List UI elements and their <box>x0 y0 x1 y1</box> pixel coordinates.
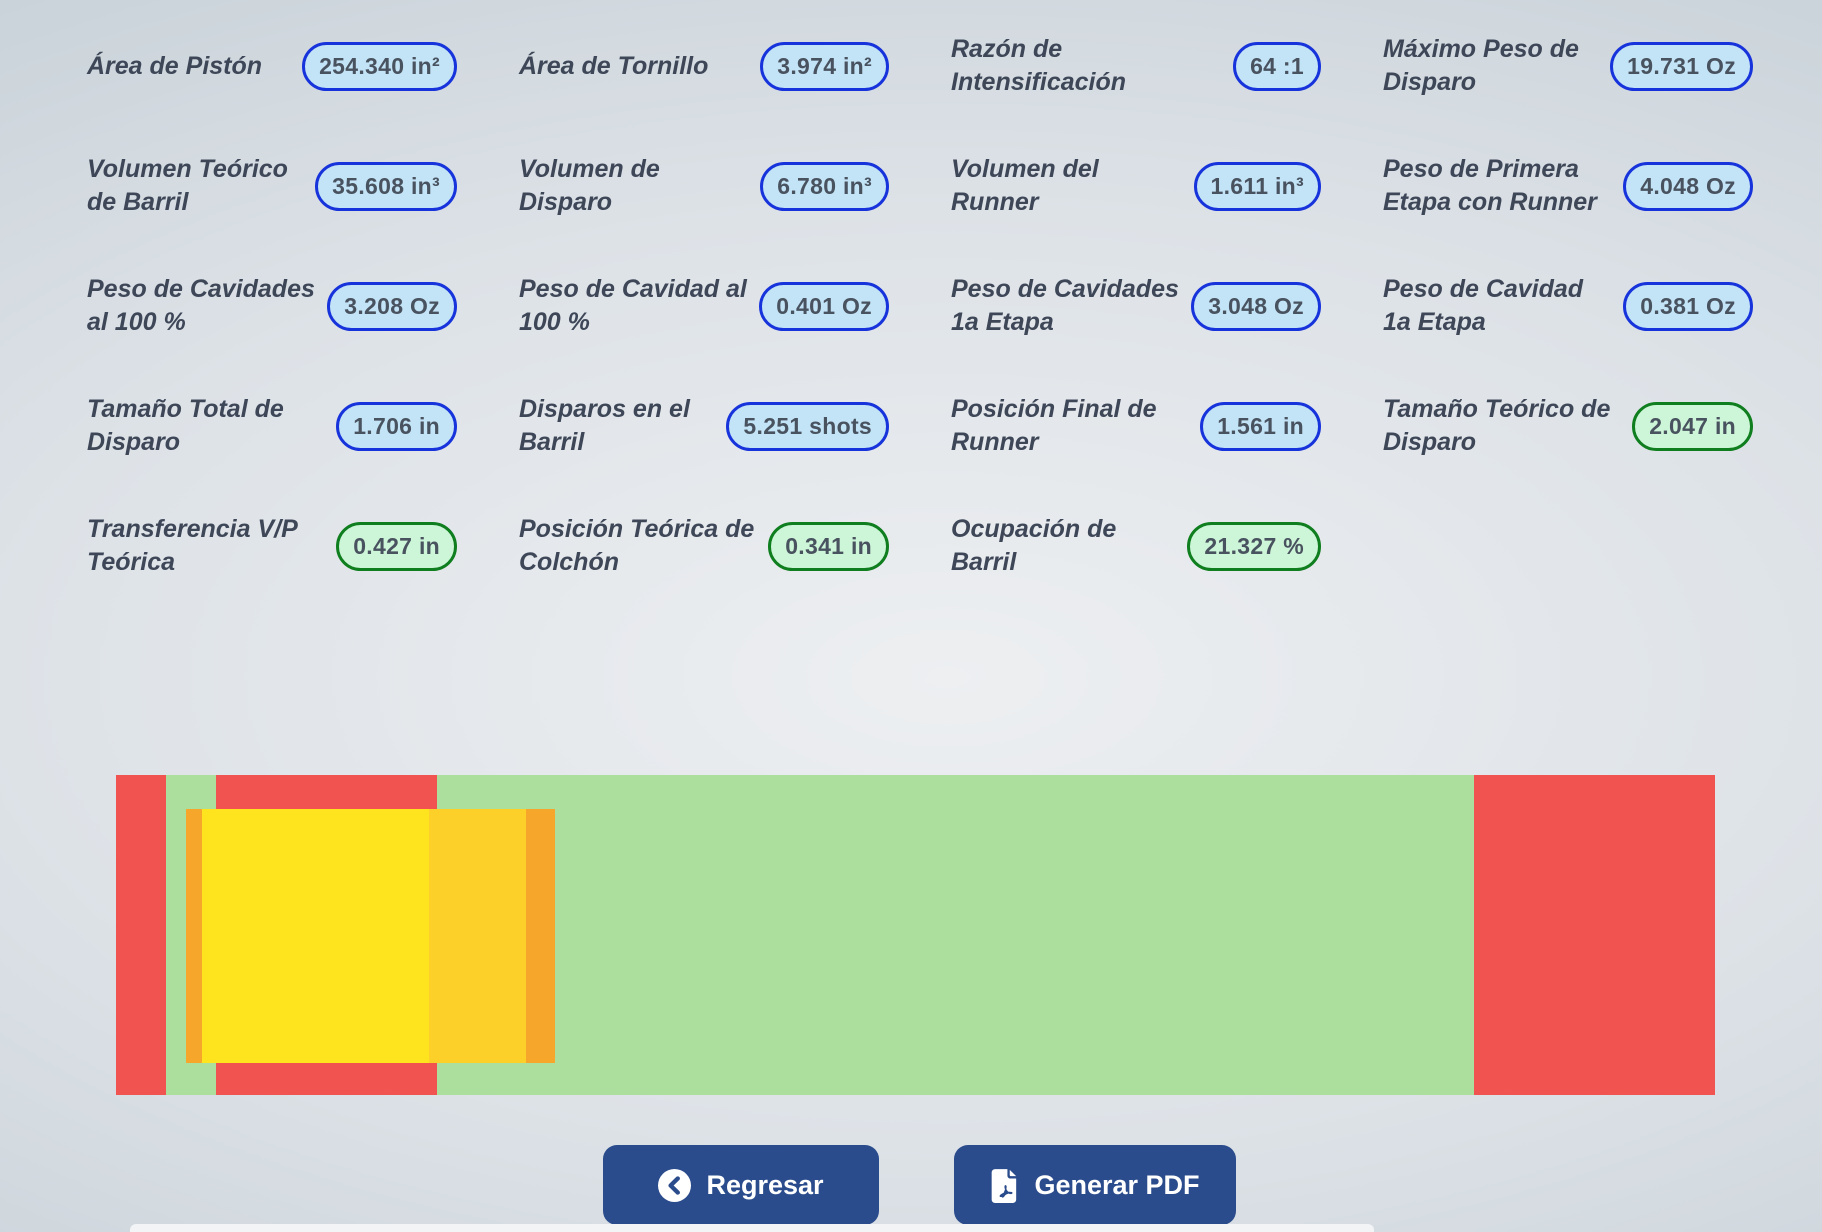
metric-value-pill: 19.731 Oz <box>1610 41 1753 91</box>
metric-volumen-del-runner: Volumen del Runner 1.611 in³ <box>951 126 1321 246</box>
metric-value-pill: 1.561 in <box>1200 401 1321 451</box>
metric-label: Volumen Teórico de Barril <box>87 155 288 216</box>
metric-value-pill: 0.341 in <box>768 521 889 571</box>
metric-value-pill: 6.780 in³ <box>760 161 889 211</box>
metric-label: Área de Pistón <box>87 51 263 80</box>
metric-label: Peso de Cavidades 1a Etapa <box>951 275 1179 336</box>
metric-value-pill: 3.974 in² <box>760 41 889 91</box>
metric-label: Peso de Cavidad 1a Etapa <box>1383 275 1584 336</box>
metric-value-pill: 3.208 Oz <box>327 281 457 331</box>
metric-value-pill: 0.401 Oz <box>759 281 889 331</box>
metric-value-pill: 0.427 in <box>336 521 457 571</box>
bar-layer-yellow-block <box>202 809 429 1063</box>
back-button[interactable]: Regresar <box>603 1145 879 1225</box>
back-button-label: Regresar <box>706 1169 824 1200</box>
generate-pdf-button-label: Generar PDF <box>1034 1169 1200 1200</box>
bar-layer-red-zone-left <box>116 775 166 1095</box>
metric-label: Área de Tornillo <box>519 51 709 80</box>
metric-volumen-teorico-de-barril: Volumen Teórico de Barril 35.608 in³ <box>87 126 457 246</box>
metric-value-pill: 3.048 Oz <box>1191 281 1321 331</box>
bar-layer-orange-left <box>186 809 202 1063</box>
metric-posicion-teorica-de-colchon: Posición Teórica de Colchón 0.341 in <box>519 486 889 606</box>
bar-layer-gold-block <box>429 809 526 1063</box>
metric-label: Peso de Cavidad al 100 % <box>519 275 747 336</box>
metric-peso-cavidad-1a-etapa: Peso de Cavidad 1a Etapa 0.381 Oz <box>1383 246 1753 366</box>
metric-peso-primera-etapa-con-runner: Peso de Primera Etapa con Runner 4.048 O… <box>1383 126 1753 246</box>
metric-value-pill: 5.251 shots <box>726 401 889 451</box>
metric-disparos-en-el-barril: Disparos en el Barril 5.251 shots <box>519 366 889 486</box>
metric-transferencia-vp-teorica: Transferencia V/P Teórica 0.427 in <box>87 486 457 606</box>
metric-label: Posición Final de Runner <box>951 395 1157 456</box>
metric-label: Disparos en el Barril <box>519 395 690 456</box>
metric-ocupacion-de-barril: Ocupación de Barril 21.327 % <box>951 486 1321 606</box>
metric-label: Razón de Intensificación <box>951 35 1127 96</box>
metric-value-pill: 1.706 in <box>336 401 457 451</box>
metric-value-pill: 254.340 in² <box>302 41 457 91</box>
bar-layer-orange-right <box>526 809 555 1063</box>
metric-value-pill: 64 :1 <box>1233 41 1321 91</box>
metric-area-de-piston: Área de Pistón 254.340 in² <box>87 6 457 126</box>
metric-peso-cavidad-100: Peso de Cavidad al 100 % 0.401 Oz <box>519 246 889 366</box>
chevron-left-circle-icon <box>658 1168 692 1202</box>
metric-tamano-teorico-de-disparo: Tamaño Teórico de Disparo 2.047 in <box>1383 366 1753 486</box>
metric-label: Ocupación de Barril <box>951 515 1117 576</box>
metric-label: Máximo Peso de Disparo <box>1383 35 1579 96</box>
metric-value-pill: 4.048 Oz <box>1623 161 1753 211</box>
metric-label: Tamaño Teórico de Disparo <box>1383 395 1611 456</box>
metric-label: Peso de Cavidades al 100 % <box>87 275 315 336</box>
metrics-grid: Área de Pistón 254.340 in² Área de Torni… <box>87 6 1753 606</box>
metric-label: Volumen de Disparo <box>519 155 660 216</box>
metric-razon-de-intensificacion: Razón de Intensificación 64 :1 <box>951 6 1321 126</box>
metric-value-pill: 1.611 in³ <box>1193 161 1321 211</box>
metric-peso-cavidades-100: Peso de Cavidades al 100 % 3.208 Oz <box>87 246 457 366</box>
metric-volumen-de-disparo: Volumen de Disparo 6.780 in³ <box>519 126 889 246</box>
generate-pdf-button[interactable]: Generar PDF <box>954 1145 1236 1225</box>
metric-value-pill: 21.327 % <box>1187 521 1321 571</box>
metric-label: Tamaño Total de Disparo <box>87 395 284 456</box>
metric-maximo-peso-de-disparo: Máximo Peso de Disparo 19.731 Oz <box>1383 6 1753 126</box>
metric-label: Peso de Primera Etapa con Runner <box>1383 155 1597 216</box>
barrel-visualization <box>116 775 1715 1095</box>
metric-value-pill: 35.608 in³ <box>315 161 457 211</box>
bar-layer-red-zone-right <box>1474 775 1715 1095</box>
metric-label: Transferencia V/P Teórica <box>87 515 297 576</box>
metric-peso-cavidades-1a-etapa: Peso de Cavidades 1a Etapa 3.048 Oz <box>951 246 1321 366</box>
metric-value-pill: 0.381 Oz <box>1623 281 1753 331</box>
bottom-sheet-edge <box>130 1224 1374 1232</box>
metric-label: Posición Teórica de Colchón <box>519 515 755 576</box>
metric-value-pill: 2.047 in <box>1632 401 1753 451</box>
metric-posicion-final-de-runner: Posición Final de Runner 1.561 in <box>951 366 1321 486</box>
metric-tamano-total-de-disparo: Tamaño Total de Disparo 1.706 in <box>87 366 457 486</box>
pdf-file-icon <box>990 1168 1019 1203</box>
metric-area-de-tornillo: Área de Tornillo 3.974 in² <box>519 6 889 126</box>
metric-label: Volumen del Runner <box>951 155 1099 216</box>
